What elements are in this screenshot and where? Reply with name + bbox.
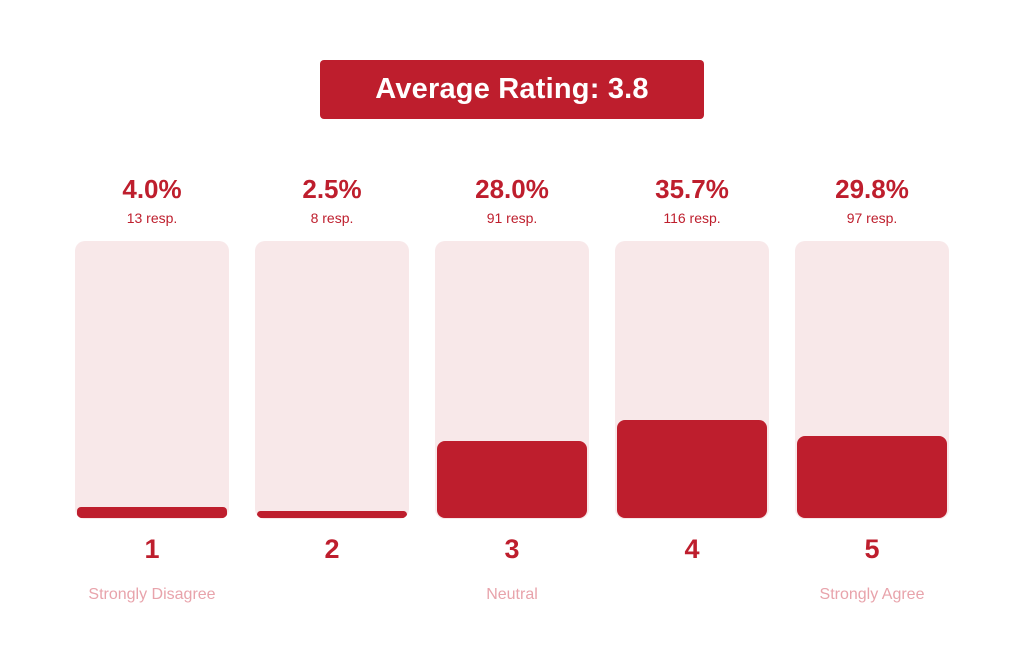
bar-track: [435, 241, 589, 519]
rating-number: 3: [504, 534, 520, 564]
percent-label: 2.5%: [302, 174, 362, 204]
percent-label: 35.7%: [655, 174, 729, 204]
bar-fill: [77, 507, 227, 518]
responses-label: 116 resp.: [663, 210, 721, 226]
chart-title: Average Rating: 3.8: [320, 60, 704, 119]
bar-fill: [437, 441, 587, 518]
bar-column-2: 2.5% 8 resp. 2: [255, 0, 409, 666]
responses-label: 13 resp.: [126, 210, 178, 226]
percent-label: 4.0%: [122, 174, 182, 204]
bar-track: [795, 241, 949, 519]
bar-track: [615, 241, 769, 519]
responses-label: 8 resp.: [310, 210, 354, 226]
rating-number: 2: [324, 534, 340, 564]
bar-fill: [797, 436, 947, 518]
bar-track: [75, 241, 229, 519]
bar-column-1: 4.0% 13 resp. 1 Strongly Disagree: [75, 0, 229, 666]
rating-number: 5: [864, 534, 880, 564]
responses-label: 91 resp.: [486, 210, 538, 226]
bar-fill: [617, 420, 767, 518]
bar-column-5: 29.8% 97 resp. 5 Strongly Agree: [795, 0, 949, 666]
percent-label: 29.8%: [835, 174, 909, 204]
bar-column-4: 35.7% 116 resp. 4: [615, 0, 769, 666]
responses-label: 97 resp.: [846, 210, 898, 226]
bar-column-3: 28.0% 91 resp. 3 Neutral: [435, 0, 589, 666]
anchor-label: Strongly Disagree: [88, 586, 216, 603]
bar-track: [255, 241, 409, 519]
anchor-label: Neutral: [486, 586, 538, 603]
rating-number: 4: [684, 534, 700, 564]
anchor-label: Strongly Agree: [819, 586, 925, 603]
bar-fill: [257, 511, 407, 518]
percent-label: 28.0%: [475, 174, 549, 204]
rating-number: 1: [144, 534, 160, 564]
